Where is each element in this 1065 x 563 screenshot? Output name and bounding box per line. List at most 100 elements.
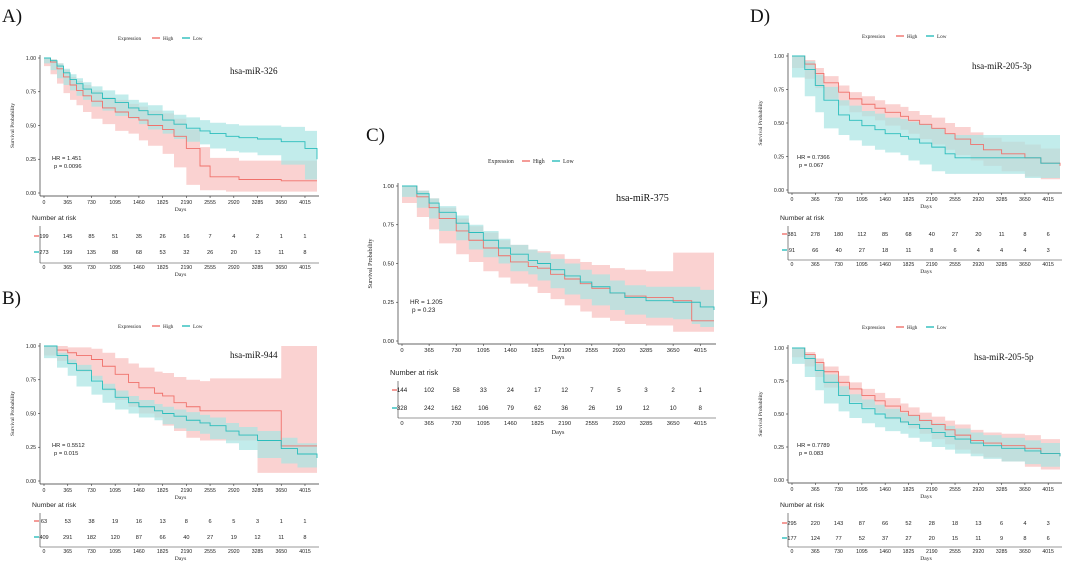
y-tick-label: 0.50 [26, 411, 36, 417]
y-tick-label: 0.00 [26, 191, 36, 197]
x-tick-label: 4015 [694, 348, 707, 354]
x-tick-label: 0 [791, 487, 794, 493]
risk-count-low: 62 [534, 405, 541, 412]
y-tick-label: 1.00 [774, 346, 784, 352]
risk-x-tick-label: 0 [791, 549, 794, 555]
risk-count-low: 11 [278, 250, 284, 256]
risk-count-low: 3 [1047, 248, 1050, 254]
survival-curve-low [44, 57, 318, 160]
y-tick-label: 1.00 [26, 56, 36, 62]
legend-low-label: Low [193, 36, 203, 42]
risk-count-high: 4 [1023, 521, 1026, 527]
risk-count-low: 52 [859, 536, 865, 542]
x-tick-label: 1825 [157, 488, 169, 494]
y-tick-label: 0.25 [26, 445, 36, 451]
risk-count-high: 180 [834, 232, 843, 238]
x-tick-label: 3285 [640, 348, 653, 354]
x-axis-title: Days [920, 494, 932, 500]
risk-count-high: 2 [671, 387, 675, 394]
risk-x-tick-label: 1460 [504, 421, 517, 427]
hr-annotation: HR = 1.451 [52, 156, 82, 162]
x-tick-label: 2920 [612, 348, 625, 354]
risk-count-low: 4 [977, 248, 980, 254]
x-tick-label: 3650 [275, 200, 287, 206]
risk-count-high: 278 [811, 232, 820, 238]
chart-title: hsa-miR-944 [230, 350, 278, 360]
survival-curve-high [792, 55, 1061, 166]
risk-count-low: 12 [254, 535, 260, 541]
panel-label: A) [2, 6, 22, 27]
risk-x-tick-label: 1825 [157, 265, 169, 271]
risk-count-high: 144 [397, 387, 408, 394]
risk-count-high: 5 [232, 519, 235, 525]
risk-x-tick-label: 2190 [558, 421, 571, 427]
y-tick-label: 0.50 [774, 412, 784, 418]
risk-count-high: 51 [112, 234, 118, 240]
risk-x-tick-label: 1460 [879, 262, 891, 268]
risk-count-high: 8 [185, 519, 188, 525]
risk-count-low: 79 [507, 405, 514, 412]
risk-count-high: 58 [453, 387, 460, 394]
y-axis-title: Survival Probability [10, 103, 16, 148]
risk-table: Number at risk 295 177 0 220 124 365 143 77 730 87… [780, 502, 1062, 562]
y-axis-title: Survival Probability [367, 238, 374, 289]
y-tick-label: 0.75 [774, 87, 784, 93]
risk-count-high: 381 [787, 232, 796, 238]
y-tick-label: 0.25 [26, 157, 36, 163]
risk-x-tick-label: 365 [63, 549, 72, 555]
y-tick-label: 0.50 [774, 121, 784, 127]
risk-x-tick-label: 1095 [109, 265, 121, 271]
x-tick-label: 2555 [204, 488, 216, 494]
x-tick-label: 2190 [181, 488, 193, 494]
risk-count-high: 8 [1023, 232, 1026, 238]
risk-x-tick-label: 3285 [996, 549, 1008, 555]
risk-count-low: 40 [183, 535, 189, 541]
y-axis-title: Survival Probability [758, 391, 764, 436]
risk-count-high: 102 [424, 387, 435, 394]
legend-title: Expression [118, 324, 141, 330]
risk-x-tick-label: 365 [424, 421, 434, 427]
risk-x-tick-label: 4015 [694, 421, 707, 427]
risk-x-tick-label: 2190 [181, 549, 193, 555]
risk-x-tick-label: 1460 [879, 549, 891, 555]
risk-x-tick-label: 1825 [903, 549, 915, 555]
x-tick-label: 1460 [133, 488, 145, 494]
p-value-annotation: p = 0.067 [799, 163, 823, 169]
y-tick-label: 0.25 [383, 300, 394, 306]
risk-count-low: 6 [953, 248, 956, 254]
risk-x-tick-label: 4015 [1042, 549, 1054, 555]
risk-count-low: 32 [183, 250, 189, 256]
risk-x-tick-label: 3650 [275, 549, 287, 555]
survival-curve-low [792, 347, 1061, 457]
risk-count-high: 2 [256, 234, 259, 240]
risk-count-low: 20 [231, 250, 237, 256]
risk-x-tick-label: 3650 [275, 265, 287, 271]
risk-count-low: 120 [111, 535, 120, 541]
risk-count-low: 27 [905, 536, 911, 542]
risk-x-tick-label: 1095 [856, 262, 868, 268]
y-tick-label: 0.75 [26, 378, 36, 384]
y-axis-title: Survival Probability [10, 391, 16, 436]
x-tick-label: 730 [87, 200, 96, 206]
risk-count-high: 3 [644, 387, 648, 394]
risk-count-high: 16 [183, 234, 189, 240]
risk-count-low: 8 [303, 535, 306, 541]
risk-count-low: 273 [39, 250, 48, 256]
x-tick-label: 730 [834, 487, 843, 493]
legend-title: Expression [862, 325, 885, 331]
risk-count-low: 27 [859, 248, 865, 254]
risk-count-low: 66 [160, 535, 166, 541]
risk-count-high: 18 [952, 521, 958, 527]
risk-count-high: 26 [160, 234, 166, 240]
risk-x-tick-label: 2190 [926, 549, 938, 555]
risk-count-high: 143 [834, 521, 843, 527]
risk-count-high: 24 [507, 387, 514, 394]
panel-label: C) [366, 125, 385, 146]
x-tick-label: 3650 [1019, 197, 1031, 203]
risk-count-high: 1 [303, 234, 306, 240]
risk-x-tick-label: 1095 [477, 421, 490, 427]
x-tick-label: 2555 [204, 200, 216, 206]
x-tick-label: 1825 [157, 200, 169, 206]
x-tick-label: 0 [43, 200, 46, 206]
legend-title: Expression [862, 34, 885, 40]
